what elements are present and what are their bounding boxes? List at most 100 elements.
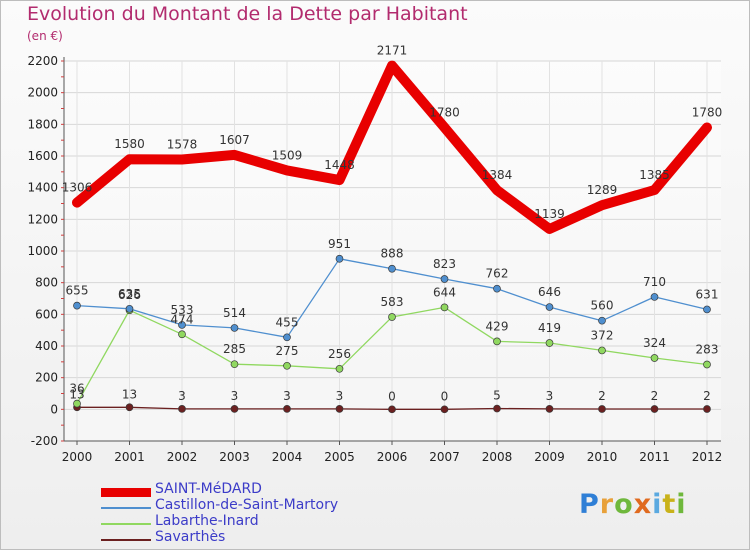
x-tick-label: 2001	[114, 450, 145, 464]
data-label: 644	[433, 285, 456, 299]
data-point	[545, 405, 554, 413]
x-tick-label: 2003	[219, 450, 250, 464]
x-tick-label: 2000	[62, 450, 93, 464]
data-label: 1448	[324, 158, 355, 172]
y-tick-label: 1200	[27, 212, 58, 226]
data-label: 823	[433, 257, 456, 271]
data-point	[703, 360, 711, 369]
data-point	[650, 354, 659, 362]
data-point	[650, 293, 659, 301]
y-tick-label: 200	[35, 371, 58, 385]
y-tick-label: 2200	[27, 54, 58, 68]
series-2	[73, 303, 711, 408]
data-point	[125, 304, 134, 313]
data-point	[703, 405, 711, 413]
x-tick-label: 2006	[377, 450, 408, 464]
y-tick-label: 1600	[27, 149, 58, 163]
data-point	[283, 361, 291, 370]
data-point	[73, 301, 81, 310]
data-label: 626	[118, 288, 141, 302]
data-label: 1580	[114, 137, 145, 151]
y-tick-label: 1000	[27, 244, 58, 258]
data-label: 2	[651, 389, 659, 403]
data-point	[493, 284, 501, 293]
logo-letter: i	[652, 489, 663, 520]
chart-unit-label: (en €)	[27, 29, 63, 43]
data-label: 324	[643, 336, 666, 350]
x-tick-label: 2004	[272, 450, 303, 464]
data-label: 710	[643, 275, 666, 289]
x-tick-label: 2012	[692, 450, 723, 464]
x-tick-label: 2005	[324, 450, 355, 464]
data-label: 1139	[534, 207, 565, 221]
data-label: 655	[66, 284, 89, 298]
data-label: 285	[223, 342, 246, 356]
data-label: 646	[538, 285, 561, 299]
y-tick-label: -200	[31, 434, 58, 448]
data-point	[73, 399, 81, 408]
y-tick-label: 800	[35, 276, 58, 290]
data-label: 762	[486, 267, 509, 281]
data-point	[283, 405, 291, 413]
data-label: 3	[231, 389, 239, 403]
data-label: 455	[276, 315, 299, 329]
logo-letter: o	[614, 489, 634, 520]
data-label: 1289	[587, 183, 618, 197]
x-tick-label: 2009	[534, 450, 565, 464]
data-point	[335, 405, 344, 413]
data-label: 0	[441, 389, 449, 403]
legend-label: Labarthe-Inard	[155, 513, 259, 529]
x-tick-label: 2007	[429, 450, 460, 464]
data-label: 2171	[377, 44, 408, 58]
data-label: 951	[328, 237, 351, 251]
legend-label: SAINT-MéDARD	[155, 481, 262, 497]
data-label: 13	[122, 387, 137, 401]
proxiti-logo: Proxiti	[579, 489, 687, 520]
data-label: 474	[171, 312, 194, 326]
data-point	[178, 405, 186, 413]
data-label: 372	[591, 328, 614, 342]
data-point	[440, 303, 449, 312]
data-point	[230, 360, 239, 369]
data-label: 2	[703, 389, 711, 403]
data-label: 3	[178, 389, 186, 403]
data-label: 1384	[482, 168, 513, 182]
data-label: 1385	[639, 168, 670, 182]
x-tick-label: 2008	[482, 450, 513, 464]
logo-letter: t	[662, 489, 677, 520]
data-label: 1780	[429, 106, 460, 120]
data-label: 283	[696, 343, 719, 357]
data-label: 1509	[272, 148, 303, 162]
data-label: 5	[493, 389, 501, 403]
data-label: 429	[486, 319, 509, 333]
series-0	[72, 60, 712, 234]
data-point	[440, 405, 449, 414]
data-point	[545, 339, 554, 347]
data-label: 560	[591, 299, 614, 313]
logo-letter: i	[676, 489, 687, 520]
chart-title: Evolution du Montant de la Dette par Hab…	[27, 3, 468, 25]
y-tick-label: 0	[50, 402, 58, 416]
data-point	[598, 405, 606, 413]
data-point	[493, 337, 501, 346]
data-point	[178, 330, 186, 339]
data-point	[703, 305, 711, 314]
data-label: 888	[381, 247, 404, 261]
data-point	[388, 405, 396, 414]
x-tick-label: 2010	[587, 450, 618, 464]
data-point	[440, 275, 449, 283]
data-label: 2	[598, 389, 606, 403]
y-tick-label: 2000	[27, 86, 58, 100]
data-label: 1607	[219, 133, 250, 147]
legend-label: Castillon-de-Saint-Martory	[155, 497, 339, 513]
data-label: 635	[118, 287, 141, 301]
y-tick-label: 1400	[27, 181, 58, 195]
data-label: 275	[276, 344, 299, 358]
data-label: 533	[171, 303, 194, 317]
data-point	[125, 403, 134, 412]
data-point	[493, 404, 501, 413]
legend-swatch	[101, 507, 151, 509]
data-label: 1578	[167, 137, 198, 151]
